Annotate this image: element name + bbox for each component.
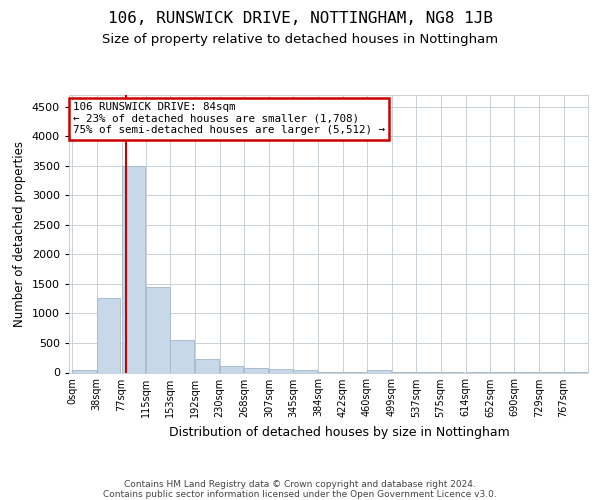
Bar [170, 340, 194, 372]
Bar [244, 368, 268, 372]
Y-axis label: Number of detached properties: Number of detached properties [13, 141, 26, 327]
Bar [220, 366, 243, 372]
Bar [146, 287, 170, 372]
Bar [269, 369, 293, 372]
Bar [72, 370, 96, 372]
Bar [367, 370, 391, 372]
Text: 106 RUNSWICK DRIVE: 84sqm
← 23% of detached houses are smaller (1,708)
75% of se: 106 RUNSWICK DRIVE: 84sqm ← 23% of detac… [73, 102, 385, 136]
Bar [122, 166, 145, 372]
Text: Distribution of detached houses by size in Nottingham: Distribution of detached houses by size … [169, 426, 509, 439]
Bar [293, 370, 317, 372]
Bar [195, 359, 219, 372]
Text: Size of property relative to detached houses in Nottingham: Size of property relative to detached ho… [102, 32, 498, 46]
Text: Contains HM Land Registry data © Crown copyright and database right 2024.
Contai: Contains HM Land Registry data © Crown c… [103, 480, 497, 499]
Text: 106, RUNSWICK DRIVE, NOTTINGHAM, NG8 1JB: 106, RUNSWICK DRIVE, NOTTINGHAM, NG8 1JB [107, 11, 493, 26]
Bar [97, 298, 120, 372]
